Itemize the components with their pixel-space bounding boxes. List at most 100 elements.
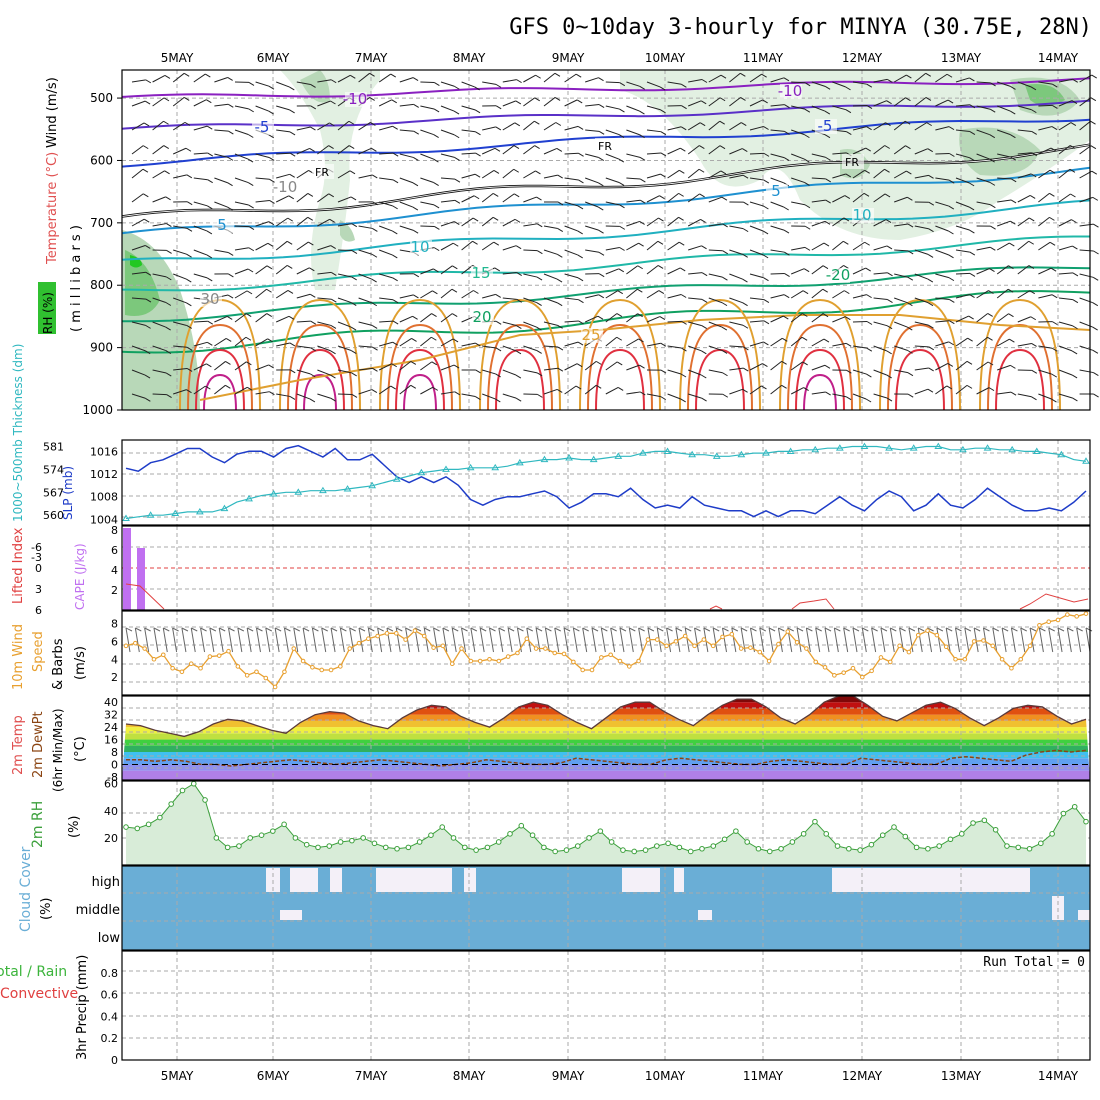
surface-barb-flag: [172, 627, 179, 632]
wind-barb-flag: [824, 220, 831, 225]
wind-barb-flag: [720, 170, 727, 175]
warm-contour: [803, 373, 837, 411]
wind-barb: [770, 294, 785, 299]
rh-marker: [710, 843, 717, 849]
wind-barb-flag: [144, 100, 151, 105]
wind-barb: [543, 321, 558, 326]
surface-barb: [1020, 627, 1026, 653]
wind-barb: [997, 391, 1012, 395]
wind-barb: [688, 245, 702, 251]
wind-barb: [275, 217, 289, 227]
wind-barb: [337, 196, 352, 203]
rh-marker: [462, 844, 468, 851]
wind-marker: [915, 632, 921, 638]
wind-barb: [832, 173, 846, 179]
isotherm: [121, 77, 1091, 98]
wind-barb-flag: [1072, 299, 1079, 304]
wind-barb: [172, 147, 187, 155]
wind-marker: [552, 650, 558, 656]
wind-barb: [976, 177, 991, 183]
wind-barb-flag: [678, 216, 684, 221]
wind-barb: [523, 297, 537, 304]
wind-barb: [379, 297, 394, 301]
wind-barb: [337, 74, 351, 83]
wind-barb: [605, 361, 618, 371]
wind-barb-flag: [557, 324, 563, 329]
wind-barb-flag: [763, 179, 770, 184]
wind-barb-flag: [803, 387, 809, 391]
wind-marker: [403, 637, 408, 642]
wind-barb: [749, 341, 764, 347]
wind-barb-flag: [473, 290, 479, 294]
surface-barb-flag: [358, 627, 366, 632]
surface-barb-flag: [386, 627, 394, 632]
thickness-line: [125, 445, 1087, 520]
thickness-marker: [639, 449, 647, 456]
rh-marker: [213, 835, 220, 841]
wind-barb: [1038, 369, 1052, 375]
wind-barb-flag: [534, 145, 540, 150]
wind-barb-flag: [783, 157, 790, 162]
wind-barb: [832, 195, 846, 203]
wind-barb: [1038, 216, 1050, 227]
wind-barb-flag: [348, 120, 355, 125]
wind-barb-flag: [701, 397, 707, 402]
wind-barb: [152, 393, 167, 396]
wind-barb-flag: [990, 204, 996, 209]
wind-barb: [976, 313, 989, 323]
wind-barb-flag: [742, 278, 748, 283]
day-label: 9MAY: [552, 1069, 585, 1083]
precip-tick: 0: [111, 1054, 118, 1067]
wind-barb-flag: [927, 253, 934, 258]
wind-barb: [172, 121, 186, 131]
thickness-marker: [835, 444, 844, 451]
thickness-marker: [712, 452, 721, 459]
wind-barb: [997, 129, 1011, 136]
surface-barb: [349, 627, 355, 653]
wind-barb: [935, 201, 949, 207]
wind-barb-flag: [206, 254, 213, 259]
rh-marker: [925, 845, 931, 852]
wind-barb-flag: [350, 74, 356, 79]
wind-barb: [523, 170, 536, 179]
wind-barb-flag: [308, 241, 314, 246]
wind-barb-flag: [1092, 302, 1099, 307]
wind-marker: [776, 641, 781, 647]
wind-barb: [790, 313, 803, 323]
wind-barb: [791, 268, 805, 275]
wind-barb: [399, 225, 414, 231]
axis-label-barbs: & Barbs: [51, 638, 66, 690]
wind-barb-flag: [886, 350, 892, 355]
wind-barb-flag: [289, 369, 296, 374]
wind-barb: [481, 241, 495, 251]
wind-barb-flag: [1009, 242, 1015, 247]
wind-barb-flag: [804, 108, 811, 113]
surface-barb: [181, 627, 187, 653]
wind-barb-flag: [536, 372, 543, 377]
wind-barb: [276, 342, 290, 347]
cloud-tick: middle: [76, 903, 120, 918]
wind-barb: [276, 129, 291, 133]
wind-barb-flag: [721, 349, 728, 354]
wind-barb: [214, 338, 227, 347]
wind-barb: [688, 297, 703, 300]
rh-marker: [303, 841, 310, 848]
wind-barb-flag: [926, 122, 932, 127]
wind-barb-flag: [783, 294, 790, 299]
wind-barb-flag: [578, 320, 584, 325]
surface-barb: [433, 627, 439, 653]
wind-barb-flag: [266, 288, 272, 293]
wind-barb-flag: [432, 290, 438, 295]
surface-barb-flag: [302, 627, 310, 632]
wind-barb: [996, 288, 1009, 299]
wind-barb-flag: [843, 240, 849, 245]
day-label: 11MAY: [743, 51, 784, 65]
axis-label-dewpt: 2m DewPt: [31, 711, 46, 778]
wind-barb: [317, 245, 331, 251]
wind-marker: [477, 658, 483, 664]
thickness-marker: [959, 445, 967, 453]
wind-barb: [729, 273, 743, 280]
wind-barb-flag: [699, 193, 705, 198]
rh-marker: [733, 828, 739, 834]
wind-barb: [729, 225, 744, 230]
